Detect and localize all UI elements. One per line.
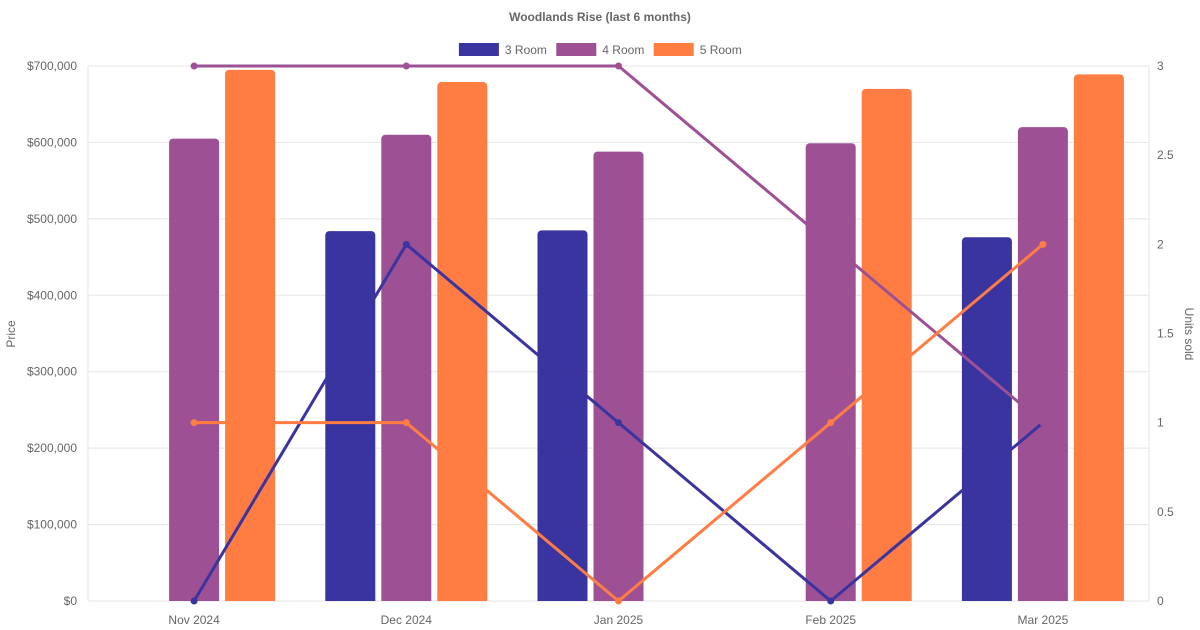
y-axis-label: Price [4, 320, 18, 348]
bar [225, 69, 276, 602]
y2-tick-label: 3 [1157, 59, 1164, 73]
legend-label: 4 Room [602, 43, 644, 57]
line-point [827, 597, 835, 605]
x-axis-ticks: Nov 2024 Dec 2024 Jan 2025 Feb 2025 Mar 2025 [168, 613, 1068, 627]
line-point [827, 419, 835, 427]
bar [1017, 127, 1068, 602]
y2-tick-label: 0.5 [1157, 505, 1174, 519]
line-point [827, 240, 835, 248]
bar [593, 151, 644, 601]
line-point [1039, 240, 1047, 248]
line-point [402, 62, 410, 70]
bar [381, 134, 432, 602]
y-tick-label: $200,000 [27, 441, 77, 455]
bar [169, 138, 220, 601]
bar [437, 82, 488, 602]
chart-title: Woodlands Rise (last 6 months) [509, 10, 691, 24]
y2-tick-label: 0 [1157, 594, 1164, 608]
legend-swatch [458, 43, 499, 56]
y-tick-label: $100,000 [27, 518, 77, 532]
legend-swatch [653, 43, 694, 56]
legend-label: 5 Room [700, 43, 742, 57]
bar [961, 237, 1012, 601]
bar [1073, 74, 1124, 601]
bar-base [437, 597, 488, 601]
y-tick-label: $300,000 [27, 365, 77, 379]
bar [861, 88, 912, 601]
bar-base [325, 597, 376, 601]
x-tick-label: Dec 2024 [381, 613, 433, 627]
bars [169, 69, 1124, 602]
bar-base [961, 597, 1012, 601]
line-point [615, 419, 622, 427]
line-point [402, 240, 410, 248]
y2-axis-label: Units sold [1182, 308, 1196, 361]
x-tick-label: Nov 2024 [168, 613, 220, 627]
y-tick-label: $600,000 [27, 135, 77, 149]
bar-base [381, 597, 432, 601]
bar-base [537, 597, 588, 601]
bar-base [1073, 597, 1124, 601]
y2-tick-label: 2 [1157, 237, 1164, 251]
line-point [190, 62, 198, 70]
line-point [190, 419, 198, 427]
legend-swatch [556, 43, 597, 56]
bar-base [225, 597, 276, 601]
legend-label: 3 Room [505, 43, 547, 57]
x-tick-label: Feb 2025 [805, 613, 856, 627]
line-point [615, 597, 622, 605]
bar-base [1017, 597, 1068, 601]
bar [805, 143, 856, 601]
lines [190, 62, 1047, 605]
y2-tick-label: 1.5 [1157, 327, 1174, 341]
line-point [1039, 419, 1047, 427]
x-tick-label: Mar 2025 [1018, 613, 1069, 627]
y2-axis-ticks: 0 0.5 1 1.5 2 2.5 3 [1157, 59, 1174, 608]
bar [325, 231, 376, 602]
bar-base [861, 597, 912, 601]
line-point [615, 62, 622, 70]
y-tick-label: $400,000 [27, 288, 77, 302]
y2-tick-label: 1 [1157, 416, 1164, 430]
line-point [190, 597, 198, 605]
legend: 3 Room 4 Room 5 Room [458, 43, 742, 57]
y2-tick-label: 2.5 [1157, 148, 1174, 162]
y-tick-label: $700,000 [27, 59, 77, 73]
bar [537, 230, 588, 602]
line-point [402, 419, 410, 427]
y-tick-label: $0 [64, 594, 78, 608]
x-tick-label: Jan 2025 [594, 613, 644, 627]
y-tick-label: $500,000 [27, 212, 77, 226]
y-axis-ticks: $0 $100,000 $200,000 $300,000 $400,000 $500,0… [27, 59, 77, 608]
